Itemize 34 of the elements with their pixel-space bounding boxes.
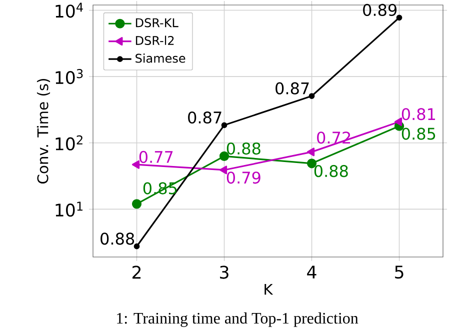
y-tick-label: 10$^{2}$ bbox=[56, 135, 82, 150]
annotation: 0.79 bbox=[226, 172, 260, 184]
point bbox=[396, 14, 402, 21]
annotation: 0.87 bbox=[276, 82, 309, 94]
text: 1: Training time and Top-1 prediction bbox=[117, 312, 358, 327]
annotation: 0.87 bbox=[188, 111, 222, 124]
annotation: 0.77 bbox=[139, 150, 173, 164]
x-tick-label: 2 bbox=[132, 266, 141, 279]
point bbox=[308, 93, 315, 99]
point bbox=[306, 148, 315, 156]
point bbox=[132, 199, 142, 209]
x-tick-label: 5 bbox=[395, 266, 404, 279]
legend-label: Siamese bbox=[136, 54, 186, 63]
point bbox=[219, 166, 228, 174]
x-tick-label: 3 bbox=[220, 266, 228, 279]
point bbox=[134, 243, 140, 250]
y-axis-title: Conv. Time (s) bbox=[36, 78, 50, 184]
y-tick-label: 10$^{3}$ bbox=[56, 69, 83, 84]
point bbox=[221, 122, 228, 128]
x-axis-title: K bbox=[264, 284, 274, 295]
annotation: 0.89 bbox=[363, 4, 397, 16]
annotation: 0.81 bbox=[402, 108, 435, 120]
x-tick-label: 4 bbox=[307, 266, 316, 278]
point bbox=[394, 118, 402, 126]
y-tick-label: 10$^{4}$ bbox=[56, 2, 83, 18]
legend-label: DSR-KL bbox=[136, 18, 178, 28]
annotation: 0.88 bbox=[226, 142, 260, 155]
annotation: 0.85 bbox=[402, 128, 436, 140]
legend-label: DSR-l2 bbox=[136, 36, 174, 46]
annotation: 0.72 bbox=[317, 132, 350, 144]
point bbox=[132, 160, 140, 169]
annotation: 0.88 bbox=[314, 165, 348, 178]
y-tick-label: 10$^{1}$ bbox=[56, 202, 82, 217]
annotation: 0.88 bbox=[100, 232, 134, 245]
